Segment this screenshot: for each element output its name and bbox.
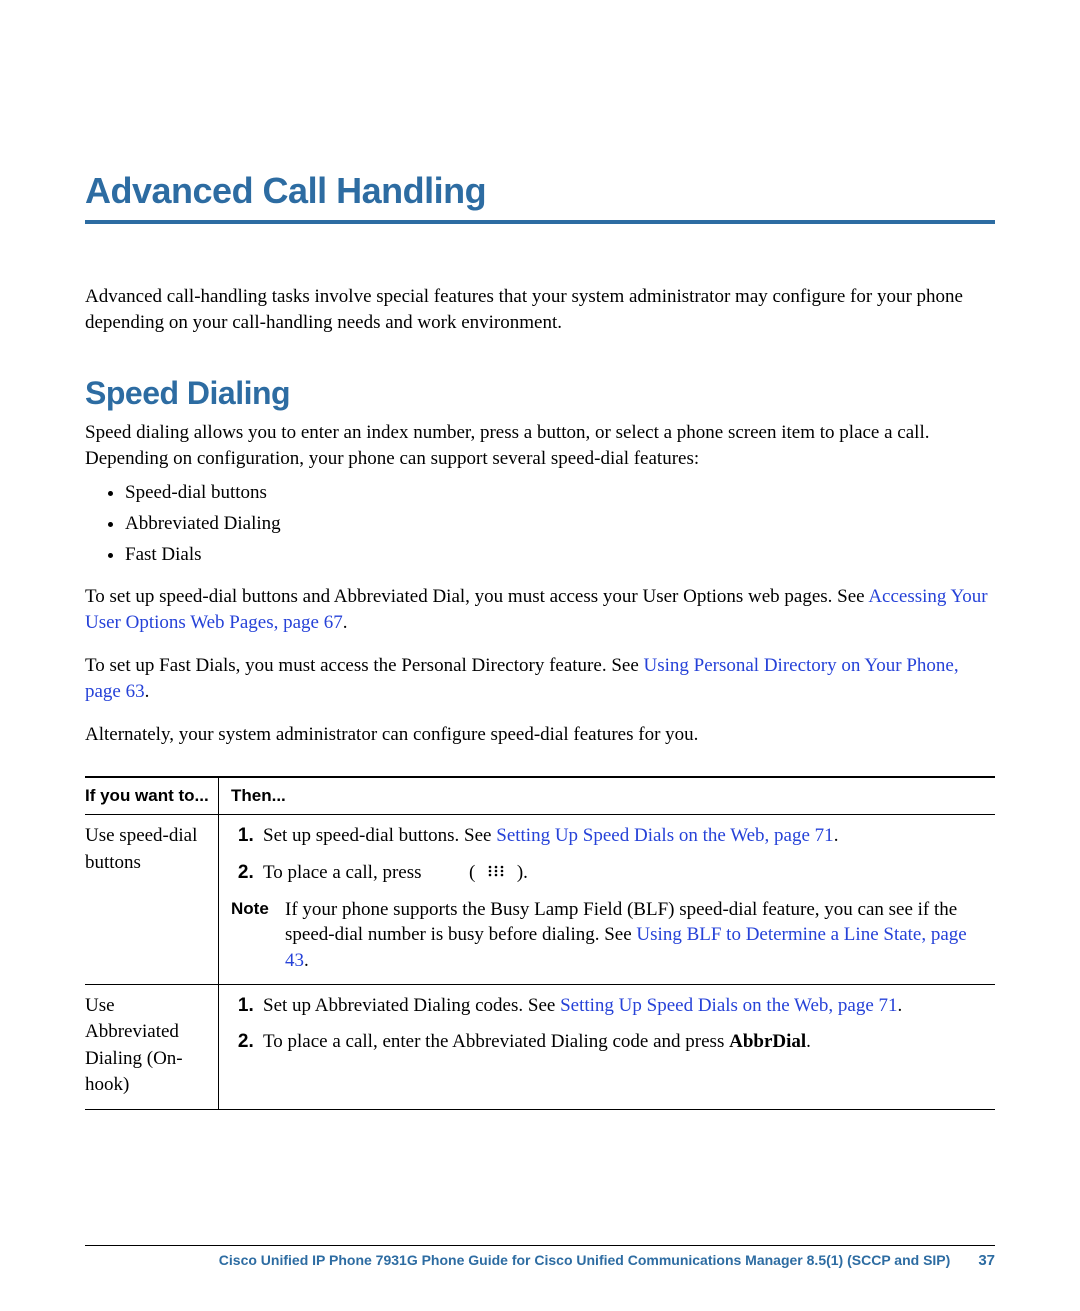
table-row: Use Abbreviated Dialing (On-hook) Set up… — [85, 984, 995, 1109]
step-item: Set up speed-dial buttons. See Setting U… — [259, 823, 985, 850]
row-steps: Set up speed-dial buttons. See Setting U… — [219, 815, 996, 984]
step-item: To place a call, enter the Abbreviated D… — [259, 1029, 985, 1056]
table-row: Use speed-dial buttons Set up speed-dial… — [85, 815, 995, 984]
text-run: To set up Fast Dials, you must access th… — [85, 655, 644, 676]
steps-list: Set up speed-dial buttons. See Setting U… — [231, 823, 985, 887]
document-page: Advanced Call Handling Advanced call-han… — [0, 0, 1080, 1311]
step-item: Set up Abbreviated Dialing codes. See Se… — [259, 993, 985, 1020]
list-item: Speed-dial buttons — [125, 478, 995, 507]
keypad-icon — [486, 860, 506, 887]
text-run: Set up speed-dial buttons. See — [263, 825, 496, 846]
alt-paragraph: Alternately, your system administrator c… — [85, 722, 995, 748]
intro-paragraph: Advanced call-handling tasks involve spe… — [85, 284, 995, 335]
note-label: Note — [231, 897, 285, 974]
section-heading: Speed Dialing — [85, 375, 995, 412]
speed-dials-web-link[interactable]: Setting Up Speed Dials on the Web, page … — [496, 825, 833, 846]
footer-title: Cisco Unified IP Phone 7931G Phone Guide… — [219, 1252, 951, 1268]
text-run: . — [898, 995, 903, 1016]
speed-dials-web-link[interactable]: Setting Up Speed Dials on the Web, page … — [560, 995, 897, 1016]
text-run: ( — [469, 862, 475, 883]
setup-paragraph: To set up speed-dial buttons and Abbrevi… — [85, 584, 995, 635]
text-run: . — [806, 1031, 811, 1052]
text-run: ). — [517, 862, 528, 883]
list-item: Fast Dials — [125, 540, 995, 569]
text-run: To place a call, enter the Abbreviated D… — [263, 1031, 729, 1052]
fastdials-paragraph: To set up Fast Dials, you must access th… — [85, 653, 995, 704]
section-intro: Speed dialing allows you to enter an ind… — [85, 420, 995, 471]
page-footer: Cisco Unified IP Phone 7931G Phone Guide… — [85, 1245, 995, 1269]
note-body: If your phone supports the Busy Lamp Fie… — [285, 897, 985, 974]
text-run: To place a call, press — [263, 862, 426, 883]
step-item: To place a call, press ( — [259, 860, 985, 887]
text-run: . — [304, 950, 309, 971]
row-action: Use Abbreviated Dialing (On-hook) — [85, 984, 219, 1109]
steps-list: Set up Abbreviated Dialing codes. See Se… — [231, 993, 985, 1056]
row-action: Use speed-dial buttons — [85, 815, 219, 984]
page-title: Advanced Call Handling — [85, 170, 995, 212]
col-header-if: If you want to... — [85, 777, 219, 815]
note-block: Note If your phone supports the Busy Lam… — [231, 897, 985, 974]
feature-list: Speed-dial buttons Abbreviated Dialing F… — [85, 478, 995, 570]
actions-table: If you want to... Then... Use speed-dial… — [85, 776, 995, 1110]
text-run: . — [343, 612, 348, 633]
page-number: 37 — [978, 1252, 995, 1269]
text-run: To set up speed-dial buttons and Abbrevi… — [85, 586, 868, 607]
title-rule — [85, 220, 995, 224]
col-header-then: Then... — [219, 777, 996, 815]
text-run: Set up Abbreviated Dialing codes. See — [263, 995, 560, 1016]
text-run: . — [834, 825, 839, 846]
list-item: Abbreviated Dialing — [125, 509, 995, 538]
text-run: . — [145, 681, 150, 702]
table-header-row: If you want to... Then... — [85, 777, 995, 815]
abbrdial-label: AbbrDial — [729, 1031, 806, 1052]
row-steps: Set up Abbreviated Dialing codes. See Se… — [219, 984, 996, 1109]
